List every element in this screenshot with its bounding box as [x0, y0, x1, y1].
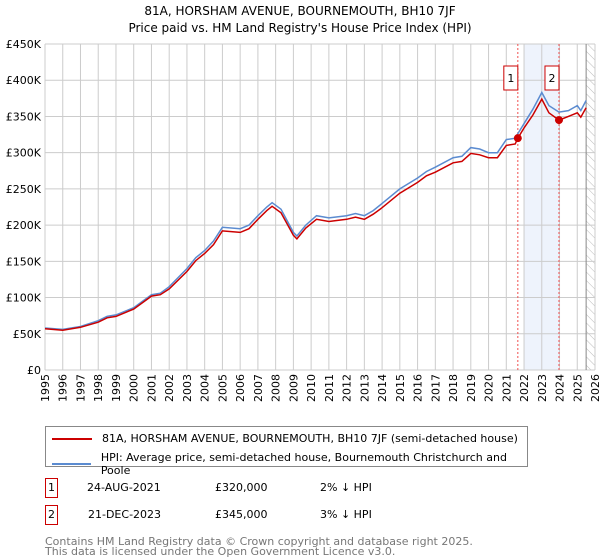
- sale-price: £345,000: [215, 508, 268, 521]
- y-tick-label: £150K: [6, 255, 42, 268]
- sale-label-box: [503, 65, 519, 91]
- x-tick-label: 2002: [163, 374, 176, 402]
- x-tick-label: 2010: [305, 374, 318, 402]
- x-tick-label: 2024: [554, 374, 567, 402]
- x-tick-label: 2022: [518, 374, 531, 402]
- y-tick-label: £50K: [13, 328, 42, 341]
- legend-swatch-red: [52, 437, 92, 440]
- chart-title: 81A, HORSHAM AVENUE, BOURNEMOUTH, BH10 7…: [144, 4, 455, 18]
- x-tick-label: 2020: [483, 374, 496, 402]
- hpi-line: [44, 90, 587, 331]
- x-tick-label: 2016: [412, 374, 425, 402]
- sale-label: 1: [507, 72, 514, 85]
- x-tick-label: 2023: [536, 374, 549, 402]
- x-tick-label: 2015: [394, 374, 407, 402]
- footer-copyright: Contains HM Land Registry data © Crown c…: [45, 535, 473, 548]
- x-tick-label: 1998: [92, 374, 105, 402]
- x-tick-label: 2019: [465, 374, 478, 402]
- x-tick-label: 2007: [252, 374, 265, 402]
- x-tick-label: 2021: [500, 374, 513, 402]
- chart-subtitle: Price paid vs. HM Land Registry's House …: [128, 21, 471, 35]
- legend-swatch-blue: [52, 463, 91, 465]
- x-tick-label: 2026: [589, 374, 600, 402]
- x-tick-label: 2017: [429, 374, 442, 402]
- x-tick-label: 2005: [216, 374, 229, 402]
- forecast-region: [586, 44, 595, 370]
- legend-label: 81A, HORSHAM AVENUE, BOURNEMOUTH, BH10 7…: [102, 432, 518, 445]
- x-tick-label: 2025: [571, 374, 584, 402]
- sale-point: [513, 134, 522, 143]
- x-tick-label: 1997: [74, 374, 87, 402]
- sale-marker-badge: 1: [45, 478, 58, 498]
- sale-point: [554, 116, 563, 125]
- x-tick-label: 2011: [323, 374, 336, 402]
- y-tick-label: £0: [27, 364, 41, 377]
- sale-label: 2: [548, 72, 555, 85]
- x-tick-label: 2000: [128, 374, 141, 402]
- sale-label-box: [544, 65, 560, 91]
- sale-hpi-diff: 2% ↓ HPI: [320, 481, 372, 494]
- x-tick-label: 1996: [57, 374, 70, 402]
- x-tick-label: 1999: [110, 374, 123, 402]
- sale-hpi-diff: 3% ↓ HPI: [320, 508, 372, 521]
- x-tick-label: 2001: [145, 374, 158, 402]
- y-tick-label: £100K: [6, 292, 42, 305]
- y-tick-label: £250K: [6, 183, 42, 196]
- x-tick-label: 2013: [358, 374, 371, 402]
- x-tick-label: 2018: [447, 374, 460, 402]
- y-tick-label: £450K: [6, 38, 42, 51]
- legend-item-hpi: HPI: Average price, semi-detached house,…: [52, 451, 527, 477]
- y-tick-label: £200K: [6, 219, 42, 232]
- x-tick-label: 2003: [181, 374, 194, 402]
- x-tick-label: 2014: [376, 374, 389, 402]
- x-tick-label: 2004: [199, 374, 212, 402]
- y-tick-label: £400K: [6, 74, 42, 87]
- sale-date: 21-DEC-2023: [88, 508, 162, 521]
- sale-date: 24-AUG-2021: [87, 481, 161, 494]
- legend-label: HPI: Average price, semi-detached house,…: [100, 451, 507, 477]
- legend: 81A, HORSHAM AVENUE, BOURNEMOUTH, BH10 7…: [45, 426, 528, 477]
- x-tick-label: 2008: [270, 374, 283, 402]
- sale-row: 1 24-AUG-2021 £320,000 2% ↓ HPI: [45, 478, 445, 500]
- property-price-line: [44, 97, 587, 331]
- sale-price: £320,000: [215, 481, 268, 494]
- x-tick-label: 2012: [341, 374, 354, 402]
- sale-row: 2 21-DEC-2023 £345,000 3% ↓ HPI: [45, 505, 445, 527]
- y-tick-label: £300K: [6, 147, 42, 160]
- footer-licence: This data is licensed under the Open Gov…: [45, 545, 396, 558]
- x-tick-label: 2006: [234, 374, 247, 402]
- sale-marker-badge: 2: [45, 505, 58, 525]
- legend-item-property: 81A, HORSHAM AVENUE, BOURNEMOUTH, BH10 7…: [52, 432, 518, 445]
- x-tick-label: 2009: [287, 374, 300, 402]
- price-chart: 81A, HORSHAM AVENUE, BOURNEMOUTH, BH10 7…: [6, 4, 600, 402]
- x-tick-label: 1995: [39, 374, 52, 402]
- y-tick-label: £350K: [6, 110, 42, 123]
